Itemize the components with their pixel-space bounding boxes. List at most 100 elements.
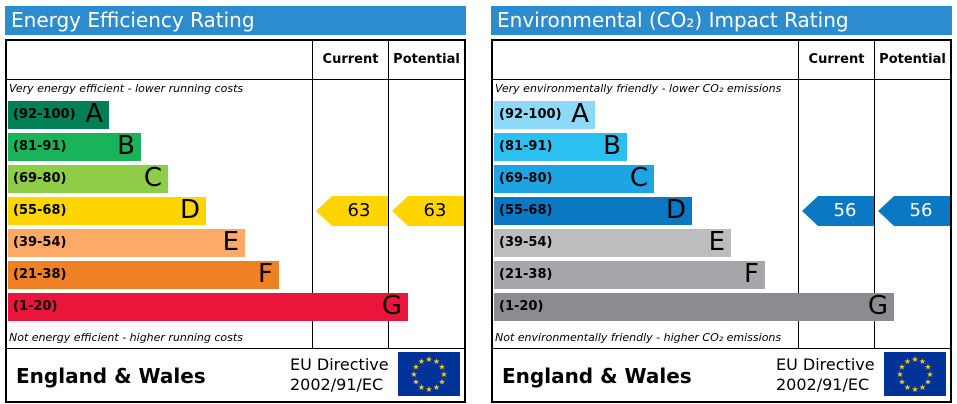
energy-column-current: Current <box>322 52 379 67</box>
energy-band-d: (55-68) D <box>8 195 206 225</box>
energy-eu-flag-icon: ★ ★ ★ ★ ★ ★ ★ ★ ★ ★ ★ ★ <box>398 352 460 396</box>
energy-band-e: (39-54) E <box>8 227 245 257</box>
environmental-band-range: (81-91) <box>499 139 553 154</box>
energy-frame: Current Potential Very energy efficient - … <box>5 39 466 403</box>
energy-title: Energy Efficiency Rating <box>5 6 466 35</box>
svg-text:★: ★ <box>911 355 918 364</box>
environmental-potential-value: 56 <box>909 200 933 221</box>
svg-text:★: ★ <box>412 363 419 372</box>
environmental-band-letter: A <box>571 99 589 129</box>
svg-text:★: ★ <box>418 357 425 366</box>
svg-text:★: ★ <box>425 385 432 394</box>
svg-text:★: ★ <box>898 378 905 387</box>
environmental-band-c: (69-80) C <box>494 163 654 193</box>
environmental-bottom-note: Not environmentally friendly - higher CO… <box>495 331 782 344</box>
energy-band-range: (39-54) <box>13 235 67 250</box>
svg-text:★: ★ <box>919 383 926 392</box>
energy-band-c: (69-80) C <box>8 163 168 193</box>
svg-text:★: ★ <box>425 355 432 364</box>
environmental-band-range: (1-20) <box>499 299 544 314</box>
energy-band-range: (55-68) <box>13 203 67 218</box>
svg-text:★: ★ <box>438 363 445 372</box>
svg-text:★: ★ <box>898 363 905 372</box>
energy-band-range: (81-91) <box>13 139 67 154</box>
environmental-eu-flag-icon: ★ ★ ★ ★ ★ ★ ★ ★ ★ ★ ★ ★ <box>884 352 946 396</box>
environmental-band-letter: G <box>867 291 888 321</box>
energy-divider-potential <box>388 41 389 348</box>
energy-band-letter: F <box>258 259 273 289</box>
environmental-directive-line1: EU Directive <box>776 355 875 374</box>
environmental-divider-potential <box>874 41 875 348</box>
svg-text:★: ★ <box>904 357 911 366</box>
energy-current-value: 63 <box>347 200 371 221</box>
energy-band-b: (81-91) B <box>8 131 141 161</box>
environmental-potential-arrow-shape <box>878 196 950 226</box>
environmental-potential-arrow: 56 <box>878 196 950 226</box>
svg-text:★: ★ <box>919 357 926 366</box>
energy-potential-arrow-shape <box>392 196 464 226</box>
svg-text:★: ★ <box>924 378 931 387</box>
energy-band-f: (21-38) F <box>8 259 279 289</box>
environmental-band-range: (39-54) <box>499 235 553 250</box>
environmental-band-letter: B <box>603 131 621 161</box>
environmental-band-range: (55-68) <box>499 203 553 218</box>
environmental-current-value: 56 <box>833 200 857 221</box>
environmental-band-d: (55-68) D <box>494 195 692 225</box>
svg-text:★: ★ <box>412 378 419 387</box>
energy-band-range: (92-100) <box>13 107 76 122</box>
energy-footer-rule <box>7 348 464 349</box>
environmental-header-rule <box>493 79 950 80</box>
energy-current-arrow: 63 <box>316 196 388 226</box>
environmental-panel: Environmental (CO₂) Impact Rating Current… <box>491 6 952 403</box>
svg-text:★: ★ <box>418 383 425 392</box>
environmental-frame: Current Potential Very environmentally fri… <box>491 39 952 403</box>
environmental-band-letter: D <box>665 195 686 225</box>
energy-band-g: (1-20) G <box>8 291 408 321</box>
energy-band-range: (1-20) <box>13 299 58 314</box>
energy-bottom-note: Not energy efficient - higher running co… <box>9 331 243 344</box>
environmental-band-letter: F <box>744 259 759 289</box>
energy-band-range: (21-38) <box>13 267 67 282</box>
environmental-band-e: (39-54) E <box>494 227 731 257</box>
environmental-band-letter: C <box>629 163 648 193</box>
energy-column-potential: Potential <box>393 52 460 67</box>
energy-potential-arrow: 63 <box>392 196 464 226</box>
environmental-band-a: (92-100) A <box>494 99 595 129</box>
environmental-band-range: (69-80) <box>499 171 553 186</box>
energy-band-letter: G <box>381 291 402 321</box>
environmental-footer-rule <box>493 348 950 349</box>
svg-text:★: ★ <box>924 363 931 372</box>
energy-eu-directive: EU Directive 2002/91/EC <box>290 355 389 395</box>
svg-text:★: ★ <box>896 370 903 379</box>
energy-band-letter: A <box>85 99 103 129</box>
svg-text:★: ★ <box>438 378 445 387</box>
energy-band-letter: B <box>117 131 135 161</box>
energy-header-rule <box>7 79 464 80</box>
energy-band-letter: C <box>143 163 162 193</box>
energy-band-a: (92-100) A <box>8 99 109 129</box>
svg-text:★: ★ <box>926 370 933 379</box>
svg-text:★: ★ <box>433 357 440 366</box>
energy-footer-label: England & Wales <box>16 364 206 388</box>
energy-band-letter: E <box>222 227 239 257</box>
environmental-band-letter: E <box>708 227 725 257</box>
environmental-band-f: (21-38) F <box>494 259 765 289</box>
environmental-top-note: Very environmentally friendly - lower CO… <box>495 82 782 95</box>
environmental-footer-label: England & Wales <box>502 364 692 388</box>
environmental-band-g: (1-20) G <box>494 291 894 321</box>
energy-current-arrow-shape <box>316 196 388 226</box>
environmental-band-range: (21-38) <box>499 267 553 282</box>
environmental-directive-line2: 2002/91/EC <box>776 375 870 394</box>
energy-directive-line2: 2002/91/EC <box>290 375 384 394</box>
environmental-current-arrow-shape <box>802 196 874 226</box>
svg-text:★: ★ <box>410 370 417 379</box>
environmental-band-b: (81-91) B <box>494 131 627 161</box>
energy-band-range: (69-80) <box>13 171 67 186</box>
environmental-current-arrow: 56 <box>802 196 874 226</box>
svg-text:★: ★ <box>440 370 447 379</box>
svg-text:★: ★ <box>911 385 918 394</box>
environmental-column-potential: Potential <box>879 52 946 67</box>
energy-top-note: Very energy efficient - lower running co… <box>9 82 244 95</box>
environmental-column-current: Current <box>808 52 865 67</box>
environmental-divider-current <box>798 41 799 348</box>
